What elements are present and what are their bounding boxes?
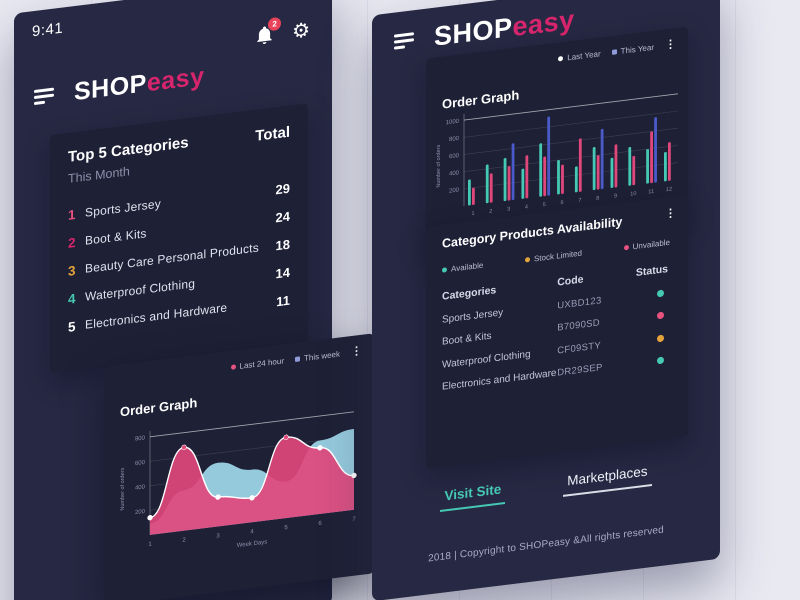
column-header-code: Code bbox=[557, 273, 584, 289]
status-dot bbox=[657, 334, 664, 343]
legend-square bbox=[611, 49, 617, 55]
legend-item: This Year bbox=[611, 42, 654, 57]
card-menu-button[interactable]: ⋮ bbox=[665, 38, 676, 52]
row-code: DR29SEP bbox=[557, 362, 603, 379]
status-dot bbox=[657, 356, 664, 365]
column-header-status: Status bbox=[635, 263, 668, 279]
settings-button[interactable]: ⚙ bbox=[292, 18, 310, 43]
svg-text:12: 12 bbox=[666, 187, 672, 194]
card-menu-button[interactable]: ⋮ bbox=[665, 207, 676, 221]
legend-label: This Year bbox=[620, 42, 654, 56]
weekly-area-chart: 800 600 400 200 Number of orders 1 2 3 4 5 6 7 Week … bbox=[120, 411, 357, 549]
svg-text:400: 400 bbox=[135, 484, 146, 491]
availability-card: Category Products Availability ⋮ Availab… bbox=[426, 194, 688, 469]
legend-label: This week bbox=[303, 349, 340, 363]
legend-dot bbox=[442, 267, 447, 273]
status-time: 9:41 bbox=[32, 19, 64, 41]
svg-text:2: 2 bbox=[489, 209, 492, 215]
menu-button[interactable] bbox=[34, 87, 54, 106]
total-column-header: Total bbox=[255, 123, 290, 145]
category-total: 24 bbox=[275, 208, 290, 225]
legend-item: Last Year bbox=[558, 49, 601, 63]
svg-text:1: 1 bbox=[148, 542, 152, 548]
svg-text:3: 3 bbox=[507, 206, 510, 212]
legend-item: Stock Limited bbox=[524, 248, 582, 265]
legend-dot bbox=[524, 256, 530, 263]
logo-primary: SHOP bbox=[434, 12, 513, 52]
legend-item: Last 24 hour bbox=[230, 356, 284, 372]
status-dot bbox=[657, 311, 664, 320]
marketplaces-link[interactable]: Marketplaces bbox=[563, 463, 652, 497]
logo-accent: easy bbox=[512, 4, 575, 43]
svg-text:8: 8 bbox=[596, 195, 599, 201]
card-title: Order Graph bbox=[120, 395, 198, 420]
order-graph-card-weekly: Last 24 hour This week ⋮ Order Graph 800… bbox=[104, 333, 374, 600]
svg-text:1: 1 bbox=[471, 211, 474, 217]
legend-label: Available bbox=[451, 260, 484, 274]
legend-label: Unvailable bbox=[632, 237, 670, 252]
svg-text:800: 800 bbox=[135, 435, 146, 442]
category-total: 14 bbox=[275, 264, 290, 281]
right-phone: SHOPeasy Last Year This Year ⋮ Order Gra… bbox=[372, 0, 720, 600]
svg-text:4: 4 bbox=[525, 204, 528, 210]
order-graph-card-yearly: Last Year This Year ⋮ Order Graph 1000 80… bbox=[426, 26, 688, 251]
svg-text:200: 200 bbox=[449, 187, 460, 194]
svg-text:6: 6 bbox=[318, 521, 322, 527]
svg-text:3: 3 bbox=[216, 533, 220, 539]
svg-text:7: 7 bbox=[578, 198, 581, 204]
menu-button[interactable] bbox=[394, 32, 414, 50]
card-menu-button[interactable]: ⋮ bbox=[351, 344, 362, 359]
status-dot bbox=[657, 289, 664, 298]
svg-text:6: 6 bbox=[561, 200, 564, 206]
legend-item: Unvailable bbox=[623, 237, 670, 253]
legend-dot bbox=[230, 364, 236, 370]
svg-text:11: 11 bbox=[648, 189, 654, 196]
rank-number: 4 bbox=[68, 290, 76, 307]
legend-label: Last Year bbox=[567, 49, 601, 63]
svg-text:2: 2 bbox=[182, 537, 186, 543]
svg-text:400: 400 bbox=[449, 170, 460, 177]
svg-text:800: 800 bbox=[449, 136, 460, 143]
left-phone: 9:41 2 ⚙ SHOPeasy Top 5 Categories This … bbox=[14, 0, 374, 600]
gear-icon: ⚙ bbox=[292, 18, 310, 43]
svg-text:Number of orders: Number of orders bbox=[436, 144, 442, 188]
legend-square bbox=[294, 356, 300, 363]
svg-text:Number of orders: Number of orders bbox=[120, 467, 126, 511]
svg-text:9: 9 bbox=[614, 193, 617, 199]
svg-text:600: 600 bbox=[135, 460, 146, 467]
legend-item: Available bbox=[442, 261, 483, 275]
svg-text:10: 10 bbox=[630, 191, 636, 198]
category-total: 11 bbox=[276, 292, 290, 309]
copyright-text: 2018 | Copyright to SHOPeasy &All rights… bbox=[428, 524, 664, 565]
svg-text:1000: 1000 bbox=[446, 119, 460, 127]
svg-text:200: 200 bbox=[135, 509, 146, 516]
rank-number: 5 bbox=[68, 318, 76, 335]
rank-number: 1 bbox=[68, 206, 76, 223]
visit-site-link[interactable]: Visit Site bbox=[440, 481, 506, 512]
svg-text:5: 5 bbox=[543, 202, 546, 208]
rank-number: 2 bbox=[68, 234, 76, 251]
rank-number: 3 bbox=[68, 262, 76, 279]
category-total: 18 bbox=[275, 236, 290, 253]
logo-accent: easy bbox=[146, 62, 205, 98]
notification-badge: 2 bbox=[268, 16, 282, 32]
category-total: 29 bbox=[275, 180, 290, 197]
svg-text:Week Days: Week Days bbox=[237, 539, 268, 549]
legend-label: Last 24 hour bbox=[239, 356, 284, 371]
legend-item: This week bbox=[294, 349, 340, 364]
app-logo: SHOPeasy bbox=[74, 62, 204, 107]
legend-dot bbox=[558, 55, 564, 62]
logo-primary: SHOP bbox=[74, 69, 147, 107]
svg-text:5: 5 bbox=[284, 525, 288, 531]
bell-icon bbox=[257, 26, 272, 45]
svg-text:7: 7 bbox=[352, 517, 356, 523]
top-categories-card: Top 5 Categories This Month Total 1 Spor… bbox=[50, 103, 308, 374]
legend-dot bbox=[623, 244, 629, 251]
svg-text:600: 600 bbox=[449, 153, 460, 160]
notifications-button[interactable]: 2 bbox=[254, 16, 282, 48]
legend-label: Stock Limited bbox=[533, 248, 582, 264]
svg-text:4: 4 bbox=[250, 529, 254, 535]
